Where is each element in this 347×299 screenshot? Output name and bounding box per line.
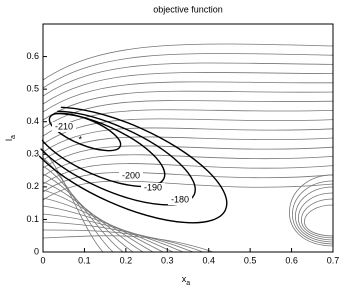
contour-line — [43, 205, 174, 252]
contour-line — [43, 235, 214, 252]
contour-line — [43, 43, 333, 81]
contour-label: -180 — [171, 194, 189, 204]
contour-line — [43, 221, 194, 252]
x-tick-label: 0.3 — [161, 255, 174, 265]
y-tick-label: 0.4 — [26, 116, 39, 126]
contour-line — [43, 213, 184, 252]
x-tick-label: 0.5 — [244, 255, 257, 265]
contour-line — [43, 165, 124, 252]
x-tick-label: 0.1 — [78, 255, 91, 265]
contour-line — [295, 186, 333, 243]
contour-line — [43, 181, 144, 252]
contour-line — [43, 81, 333, 113]
contour-line — [43, 171, 333, 193]
contour-label: -210 — [55, 121, 73, 131]
contour-line — [43, 145, 333, 169]
contour-label: -200 — [122, 170, 140, 180]
x-tick-label: 0.2 — [120, 255, 133, 265]
contour-label: -190 — [144, 182, 162, 192]
label-bg — [168, 195, 192, 205]
contour-line — [43, 127, 333, 153]
x-tick-label: 0 — [40, 255, 45, 265]
x-tick-label: 0.4 — [202, 255, 215, 265]
y-tick-label: 0 — [34, 246, 39, 256]
contour-line — [298, 192, 333, 241]
y-label-sub: a — [10, 135, 17, 139]
x-axis-label: xa — [182, 274, 191, 286]
label-bg — [119, 171, 143, 181]
y-tick-label: 0.6 — [26, 51, 39, 61]
x-label-sub: a — [186, 280, 190, 287]
x-tick-label: 0.7 — [327, 255, 340, 265]
y-tick-label: 0.1 — [26, 214, 39, 224]
x-tick-label: 0.6 — [285, 255, 298, 265]
contour-line — [43, 136, 333, 161]
x-label-base: x — [182, 274, 187, 284]
y-label-base: l — [4, 139, 14, 141]
optimum-marker: * — [79, 134, 83, 144]
y-tick-label: 0.3 — [26, 149, 39, 159]
contour-line — [43, 72, 333, 105]
contour-line — [43, 197, 164, 252]
contour-line — [43, 62, 333, 97]
contour-line — [43, 53, 333, 89]
y-tick-label: 0.5 — [26, 84, 39, 94]
contour-line — [43, 173, 134, 252]
contour-line — [43, 229, 204, 252]
label-bg — [141, 183, 165, 193]
contour-line — [304, 204, 333, 237]
contour-line — [292, 180, 333, 245]
contour-line — [43, 157, 114, 252]
contour-line — [43, 109, 333, 137]
contour-line — [43, 163, 333, 185]
plot-frame — [42, 23, 334, 253]
contour-line — [301, 198, 333, 239]
y-tick-label: 0.2 — [26, 181, 39, 191]
y-axis-label: la — [4, 135, 16, 141]
chart-title: objective function — [153, 4, 223, 14]
contour-line — [43, 189, 154, 252]
label-bg — [52, 122, 76, 132]
contour-line — [289, 174, 333, 247]
contour-line — [43, 118, 333, 145]
contour-line — [43, 100, 333, 129]
